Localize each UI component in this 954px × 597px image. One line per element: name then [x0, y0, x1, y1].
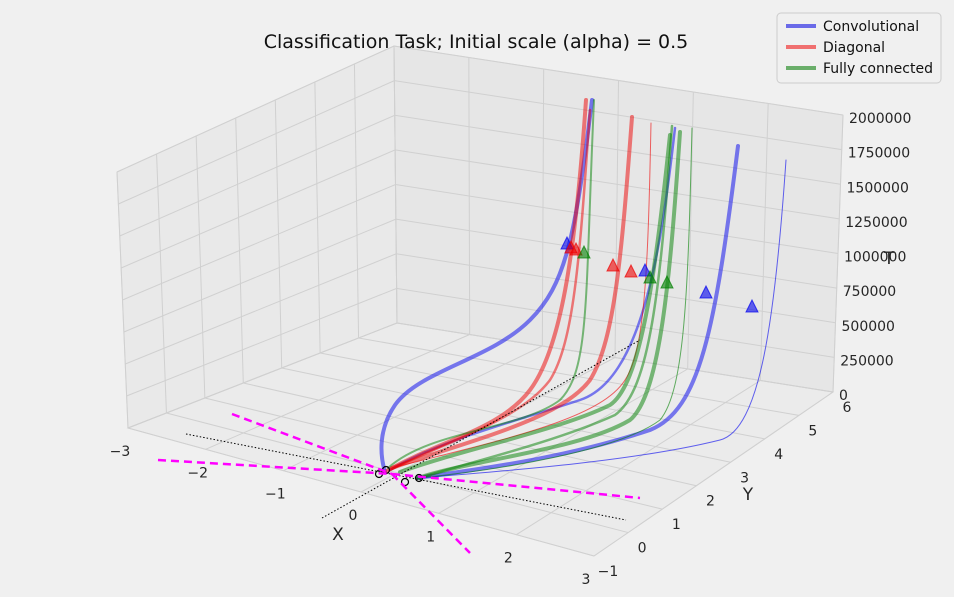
- trajectories: [374, 98, 787, 487]
- x-grid-line: [516, 380, 761, 536]
- x-grid-line: [205, 334, 470, 450]
- z-grid-line: [120, 149, 840, 269]
- dashed-line: [157, 458, 393, 476]
- x-grid-line: [283, 345, 543, 472]
- legend-label-diagonal: Diagonal: [823, 40, 885, 56]
- triangle-marker-diag: [606, 257, 620, 272]
- y-tick-label: 0: [638, 541, 647, 557]
- z-grid-line: [126, 287, 835, 397]
- z-grid-line: [123, 218, 837, 333]
- x-tick-label: 2: [504, 551, 513, 567]
- legend: Convolutional Diagonal Fully connected: [776, 12, 942, 84]
- trajectory-fc: [398, 133, 672, 474]
- triangle-marker-conv: [638, 262, 652, 277]
- x-axis-label: X: [332, 525, 344, 545]
- z-tick-label: 1500000: [847, 180, 909, 196]
- y-grid-line: [166, 412, 629, 534]
- triangle-marker-conv: [699, 284, 713, 299]
- triangle-marker-conv: [745, 298, 759, 313]
- z-tick-label: 0: [839, 388, 848, 404]
- x-tick-label: −2: [187, 465, 208, 481]
- x-tick-label: −3: [110, 444, 131, 460]
- trajectory-fc: [416, 124, 674, 480]
- trajectory-diag: [390, 115, 634, 470]
- dotted-guide-line: [321, 339, 641, 519]
- y-tick-label: 4: [774, 447, 783, 463]
- trajectory-fc: [417, 127, 693, 479]
- x-tick-label: −1: [265, 487, 286, 503]
- dotted-guide-line: [185, 433, 627, 521]
- y-axis-label: Y: [742, 485, 754, 505]
- y-grid-line: [358, 337, 799, 416]
- z-tick-label: 500000: [842, 319, 895, 335]
- z-tick-label: 1000000: [844, 250, 906, 266]
- chart-title: Classification Task; Initial scale (alph…: [264, 31, 689, 53]
- z-tick-label: 1750000: [848, 146, 910, 162]
- z-grid-line: [118, 80, 842, 205]
- triangle-marker-diag: [569, 241, 583, 256]
- y-grid-line: [320, 352, 765, 440]
- dashed-line: [391, 473, 471, 554]
- trajectory-conv: [417, 159, 787, 479]
- x-grid-line: [593, 391, 834, 557]
- y-tick-label: −1: [598, 564, 619, 580]
- dashed-line: [231, 412, 393, 476]
- z-grid-line: [125, 253, 836, 365]
- z-axis-label: T: [883, 249, 895, 269]
- legend-label-fully-connected: Fully connected: [823, 61, 933, 77]
- z-grid-line: [127, 322, 834, 429]
- trajectory-fc: [387, 99, 595, 469]
- trajectory-conv: [416, 144, 740, 480]
- y-grid-line: [127, 427, 595, 557]
- x-tick-label: 0: [349, 508, 358, 524]
- y-tick-label: 6: [843, 400, 852, 416]
- z-grid-line: [119, 114, 841, 237]
- x-tick-label: 1: [426, 529, 435, 545]
- trajectory-diag: [388, 108, 592, 472]
- legend-label-convolutional: Convolutional: [823, 19, 919, 35]
- x-tick-label: 3: [582, 572, 591, 588]
- trajectory-diag: [383, 98, 588, 474]
- triangle-marker-fc: [660, 274, 674, 289]
- y-tick-label: 3: [740, 470, 749, 486]
- z-tick-label: 1250000: [845, 215, 907, 231]
- z-tick-label: 750000: [843, 284, 896, 300]
- triangle-marker-fc: [643, 269, 657, 284]
- y-tick-label: 1: [672, 517, 681, 533]
- z-grid-line: [116, 45, 844, 173]
- triangle-marker-fc: [577, 244, 591, 259]
- magenta-dashed-lines: [157, 339, 641, 554]
- z-tick-label: 250000: [840, 353, 893, 369]
- y-tick-label: 2: [706, 494, 715, 510]
- trajectory-fc: [416, 130, 682, 480]
- y-tick-label: 5: [808, 423, 817, 439]
- z-grid-line: [122, 183, 839, 301]
- dashed-line: [391, 472, 641, 500]
- triangle-marker-diag: [624, 263, 638, 278]
- z-tick-label: 2000000: [849, 111, 911, 127]
